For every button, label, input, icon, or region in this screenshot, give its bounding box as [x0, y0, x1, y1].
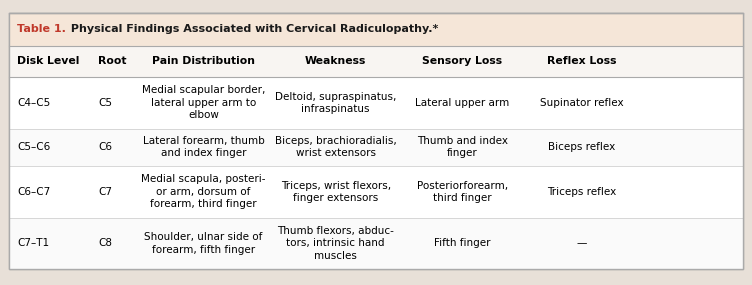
Text: Sensory Loss: Sensory Loss: [422, 56, 502, 66]
Text: C4–C5: C4–C5: [17, 98, 50, 108]
Text: Pain Distribution: Pain Distribution: [152, 56, 255, 66]
Text: Reflex Loss: Reflex Loss: [547, 56, 616, 66]
Text: Thumb and index
finger: Thumb and index finger: [417, 136, 508, 158]
Text: Thumb flexors, abduc-
tors, intrinsic hand
muscles: Thumb flexors, abduc- tors, intrinsic ha…: [277, 226, 394, 261]
Bar: [9, 46, 743, 77]
Text: C8: C8: [98, 239, 112, 249]
Text: Triceps, wrist flexors,
finger extensors: Triceps, wrist flexors, finger extensors: [280, 181, 391, 203]
Text: Physical Findings Associated with Cervical Radiculopathy.*: Physical Findings Associated with Cervic…: [67, 24, 438, 34]
Text: Posteriorforearm,
third finger: Posteriorforearm, third finger: [417, 181, 508, 203]
Bar: [9, 129, 743, 166]
Bar: [9, 218, 743, 269]
Text: C7–T1: C7–T1: [17, 239, 50, 249]
Text: Shoulder, ulnar side of
forearm, fifth finger: Shoulder, ulnar side of forearm, fifth f…: [144, 232, 262, 255]
Text: Deltoid, supraspinatus,
infraspinatus: Deltoid, supraspinatus, infraspinatus: [275, 91, 396, 114]
Text: C6–C7: C6–C7: [17, 187, 50, 197]
Text: Supinator reflex: Supinator reflex: [540, 98, 623, 108]
Text: Fifth finger: Fifth finger: [434, 239, 490, 249]
Text: —: —: [576, 239, 587, 249]
Bar: [9, 77, 743, 129]
Bar: [9, 13, 743, 46]
Text: Lateral forearm, thumb
and index finger: Lateral forearm, thumb and index finger: [143, 136, 265, 158]
Bar: [9, 13, 743, 269]
Bar: [9, 13, 743, 269]
Text: C6: C6: [98, 142, 112, 152]
Text: C7: C7: [98, 187, 112, 197]
Text: Medial scapula, posteri-
or arm, dorsum of
forearm, third finger: Medial scapula, posteri- or arm, dorsum …: [141, 174, 265, 209]
Text: Root: Root: [98, 56, 126, 66]
Text: Table 1.: Table 1.: [17, 24, 65, 34]
Text: Triceps reflex: Triceps reflex: [547, 187, 616, 197]
Text: Weakness: Weakness: [305, 56, 366, 66]
Text: Biceps, brachioradialis,
wrist extensors: Biceps, brachioradialis, wrist extensors: [274, 136, 396, 158]
Text: Biceps reflex: Biceps reflex: [548, 142, 615, 152]
Bar: [9, 166, 743, 218]
Text: C5: C5: [98, 98, 112, 108]
Text: Disk Level: Disk Level: [17, 56, 80, 66]
Text: C5–C6: C5–C6: [17, 142, 50, 152]
Text: Lateral upper arm: Lateral upper arm: [415, 98, 509, 108]
Text: Medial scapular border,
lateral upper arm to
elbow: Medial scapular border, lateral upper ar…: [142, 86, 265, 120]
